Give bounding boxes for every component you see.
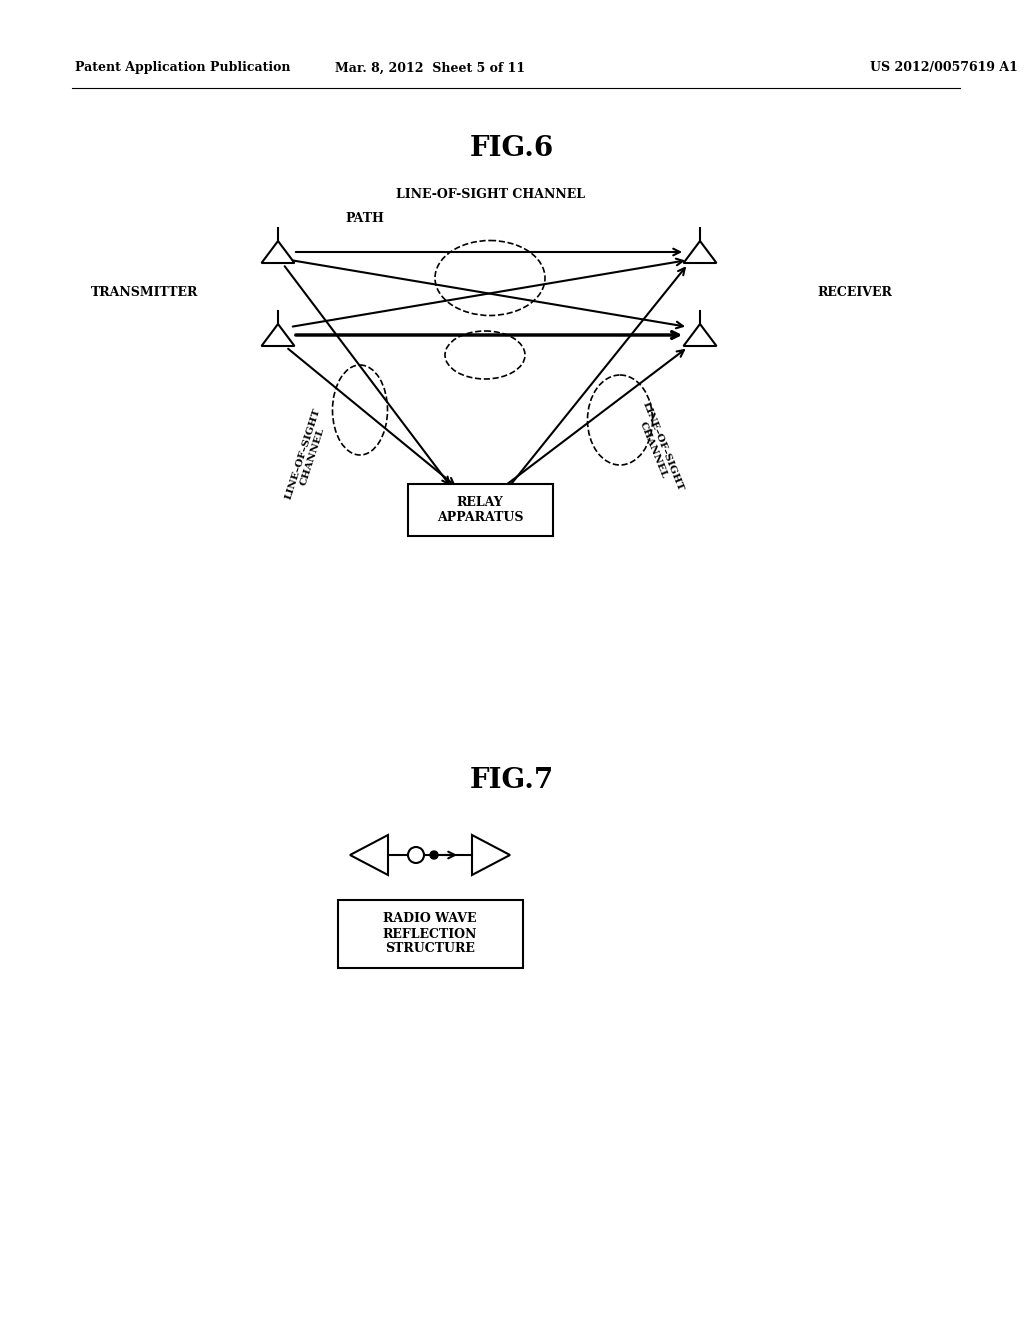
Text: TRANSMITTER: TRANSMITTER bbox=[91, 285, 199, 298]
Circle shape bbox=[408, 847, 424, 863]
Text: PATH: PATH bbox=[345, 211, 384, 224]
Text: LINE–OF–SIGHT
CHANNEL: LINE–OF–SIGHT CHANNEL bbox=[631, 400, 685, 496]
Text: LINE-OF-SIGHT CHANNEL: LINE-OF-SIGHT CHANNEL bbox=[395, 189, 585, 202]
Bar bbox=[408, 484, 553, 536]
Text: Patent Application Publication: Patent Application Publication bbox=[75, 62, 291, 74]
Text: FIG.7: FIG.7 bbox=[470, 767, 554, 793]
Bar bbox=[338, 900, 523, 968]
Text: Mar. 8, 2012  Sheet 5 of 11: Mar. 8, 2012 Sheet 5 of 11 bbox=[335, 62, 525, 74]
Text: RELAY
APPARATUS: RELAY APPARATUS bbox=[437, 496, 523, 524]
Text: RADIO WAVE
REFLECTION
STRUCTURE: RADIO WAVE REFLECTION STRUCTURE bbox=[383, 912, 477, 956]
Circle shape bbox=[430, 851, 438, 859]
Text: RECEIVER: RECEIVER bbox=[817, 285, 893, 298]
Text: LINE–OF–SIGHT
CHANNEL: LINE–OF–SIGHT CHANNEL bbox=[284, 407, 332, 503]
Text: FIG.6: FIG.6 bbox=[470, 135, 554, 161]
Text: US 2012/0057619 A1: US 2012/0057619 A1 bbox=[870, 62, 1018, 74]
